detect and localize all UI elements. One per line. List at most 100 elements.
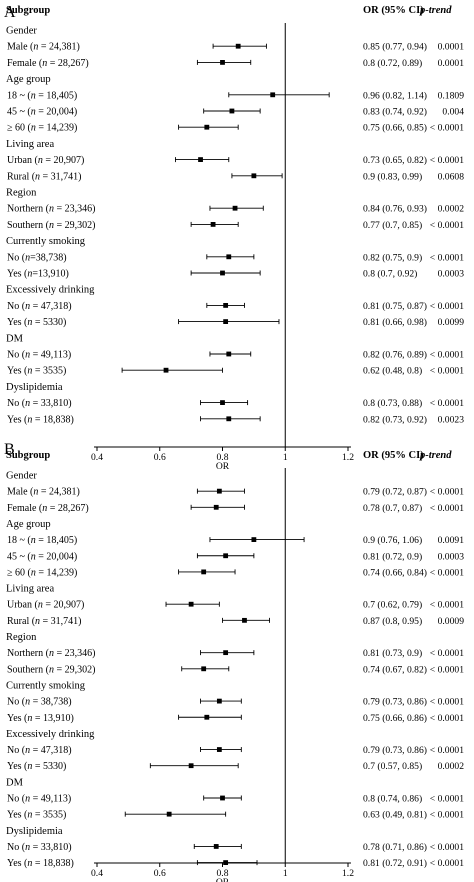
x-tick-label: 0.6 bbox=[154, 868, 166, 879]
point-estimate bbox=[232, 205, 238, 211]
row-label: Yes (n = 5330) bbox=[7, 317, 66, 328]
row-label-n: n bbox=[33, 42, 38, 53]
row-label: Urban (n = 20,907) bbox=[7, 600, 84, 611]
or-ci-value: 0.79 (0.73, 0.86) bbox=[363, 745, 427, 756]
or-ci-value: 0.7 (0.57, 0.85) bbox=[363, 761, 422, 772]
row-label-n: n bbox=[49, 648, 54, 659]
row-label: Female (n = 28,267) bbox=[7, 503, 89, 514]
point-estimate bbox=[242, 617, 247, 623]
p-trend-value: 0.0091 bbox=[438, 535, 465, 546]
header-subgroup: Subgroup bbox=[6, 5, 50, 16]
point-estimate bbox=[198, 157, 203, 162]
row-label: No (n = 33,810) bbox=[7, 842, 72, 853]
row-label-pre: Yes ( bbox=[7, 858, 28, 869]
row-label-n: n bbox=[42, 503, 47, 514]
point-estimate bbox=[204, 714, 210, 720]
or-ci-value: 0.75 (0.66, 0.85) bbox=[363, 123, 427, 134]
group-label: Currently smoking bbox=[6, 680, 86, 691]
p-trend-value: < 0.0001 bbox=[430, 487, 464, 498]
p-trend-value: 0.0023 bbox=[438, 414, 465, 425]
or-ci-value: 0.63 (0.49, 0.81) bbox=[363, 810, 427, 821]
row-label: ≥ 60 (n = 14,239) bbox=[7, 567, 77, 578]
p-trend-value: < 0.0001 bbox=[430, 697, 464, 708]
row-label: Southern (n = 29,302) bbox=[7, 664, 95, 675]
p-trend-value: < 0.0001 bbox=[430, 123, 464, 134]
row-label-post: = 5330) bbox=[32, 761, 66, 772]
x-tick-label: 0.4 bbox=[91, 452, 103, 463]
x-tick-label: 1 bbox=[283, 868, 288, 879]
header-p-trend: p-trend bbox=[419, 5, 452, 16]
row-label-pre: Yes ( bbox=[7, 713, 28, 724]
row-label-post: = 47,318) bbox=[30, 745, 71, 756]
row-label-post: = 38,738) bbox=[30, 697, 71, 708]
row-label-pre: Southern ( bbox=[7, 220, 50, 231]
row-label-pre: Yes ( bbox=[7, 317, 28, 328]
p-trend-value: 0.0003 bbox=[438, 551, 465, 562]
p-trend-value: < 0.0001 bbox=[430, 155, 464, 166]
row-label-n: n bbox=[49, 220, 54, 231]
point-estimate bbox=[213, 844, 219, 849]
or-ci-value: 0.78 (0.7, 0.87) bbox=[363, 503, 422, 514]
row-label-pre: Urban ( bbox=[7, 600, 38, 611]
or-ci-value: 0.8 (0.7, 0.92) bbox=[363, 269, 417, 280]
row-label-n: n bbox=[27, 713, 32, 724]
p-trend-value: 0.0001 bbox=[438, 58, 465, 69]
x-tick-label: 0.8 bbox=[217, 868, 229, 879]
point-estimate bbox=[270, 92, 276, 98]
group-label: Dyslipidemia bbox=[6, 826, 63, 837]
p-trend-value: 0.0002 bbox=[438, 204, 465, 215]
row-label-post: = 29,302) bbox=[54, 664, 95, 675]
row-label-post: = 24,381) bbox=[38, 42, 79, 53]
row-label-pre: Female ( bbox=[7, 58, 43, 69]
group-label: Living area bbox=[6, 584, 54, 595]
row-label-post: = 18,838) bbox=[32, 858, 73, 869]
row-label-pre: Male ( bbox=[7, 42, 34, 53]
or-ci-value: 0.83 (0.74, 0.92) bbox=[363, 107, 427, 118]
or-ci-value: 0.9 (0.76, 1.06) bbox=[363, 535, 422, 546]
row-label: Rural (n = 31,741) bbox=[7, 616, 82, 627]
row-label-n: n bbox=[27, 858, 32, 869]
row-label: 45 ~ (n = 20,004) bbox=[7, 551, 77, 562]
row-label-post: = 20,004) bbox=[36, 551, 77, 562]
row-label-n: n bbox=[25, 697, 30, 708]
row-label-n: n bbox=[35, 616, 40, 627]
row-label: Northern (n = 23,346) bbox=[7, 648, 95, 659]
row-label: 45 ~ (n = 20,004) bbox=[7, 107, 77, 118]
p-trend-value: < 0.0001 bbox=[430, 794, 464, 805]
or-ci-value: 0.96 (0.82, 1.14) bbox=[363, 90, 427, 101]
p-trend-value: < 0.0001 bbox=[430, 600, 464, 611]
row-label: Yes (n = 13,910) bbox=[7, 713, 74, 724]
p-trend-value: < 0.0001 bbox=[430, 713, 464, 724]
or-ci-value: 0.62 (0.48, 0.8) bbox=[363, 366, 422, 377]
row-label-n: n bbox=[38, 155, 43, 166]
p-trend-value: 0.0009 bbox=[438, 616, 465, 627]
row-label-pre: Yes ( bbox=[7, 761, 28, 772]
row-label: Southern (n = 29,302) bbox=[7, 220, 95, 231]
row-label-post: = 14,239) bbox=[36, 123, 77, 134]
group-label: Age group bbox=[6, 74, 51, 85]
p-trend-value: < 0.0001 bbox=[430, 745, 464, 756]
point-estimate bbox=[220, 60, 225, 65]
row-label-n: n bbox=[25, 301, 30, 312]
row-label-pre: Urban ( bbox=[7, 155, 38, 166]
point-estimate bbox=[223, 553, 229, 559]
or-ci-value: 0.75 (0.66, 0.86) bbox=[363, 713, 427, 724]
row-label-post: = 31,741) bbox=[40, 616, 81, 627]
row-label-n: n bbox=[27, 269, 32, 280]
point-estimate bbox=[223, 303, 229, 308]
point-estimate bbox=[235, 43, 241, 49]
p-trend-value: < 0.0001 bbox=[430, 648, 464, 659]
p-trend-value: < 0.0001 bbox=[430, 664, 464, 675]
or-ci-value: 0.81 (0.73, 0.9) bbox=[363, 648, 422, 659]
x-tick-label: 0.4 bbox=[91, 868, 103, 879]
x-axis-label: OR bbox=[216, 877, 230, 882]
row-label-n: n bbox=[35, 171, 40, 182]
or-ci-value: 0.74 (0.67, 0.82) bbox=[363, 664, 427, 675]
row-label-post: = 5330) bbox=[32, 317, 66, 328]
group-label: Living area bbox=[6, 139, 54, 150]
row-label-post: = 18,838) bbox=[32, 414, 73, 425]
p-trend-value: < 0.0001 bbox=[430, 842, 464, 853]
row-label: ≥ 60 (n = 14,239) bbox=[7, 123, 77, 134]
row-label-post: = 20,907) bbox=[43, 155, 84, 166]
row-label-pre: No ( bbox=[7, 745, 26, 756]
